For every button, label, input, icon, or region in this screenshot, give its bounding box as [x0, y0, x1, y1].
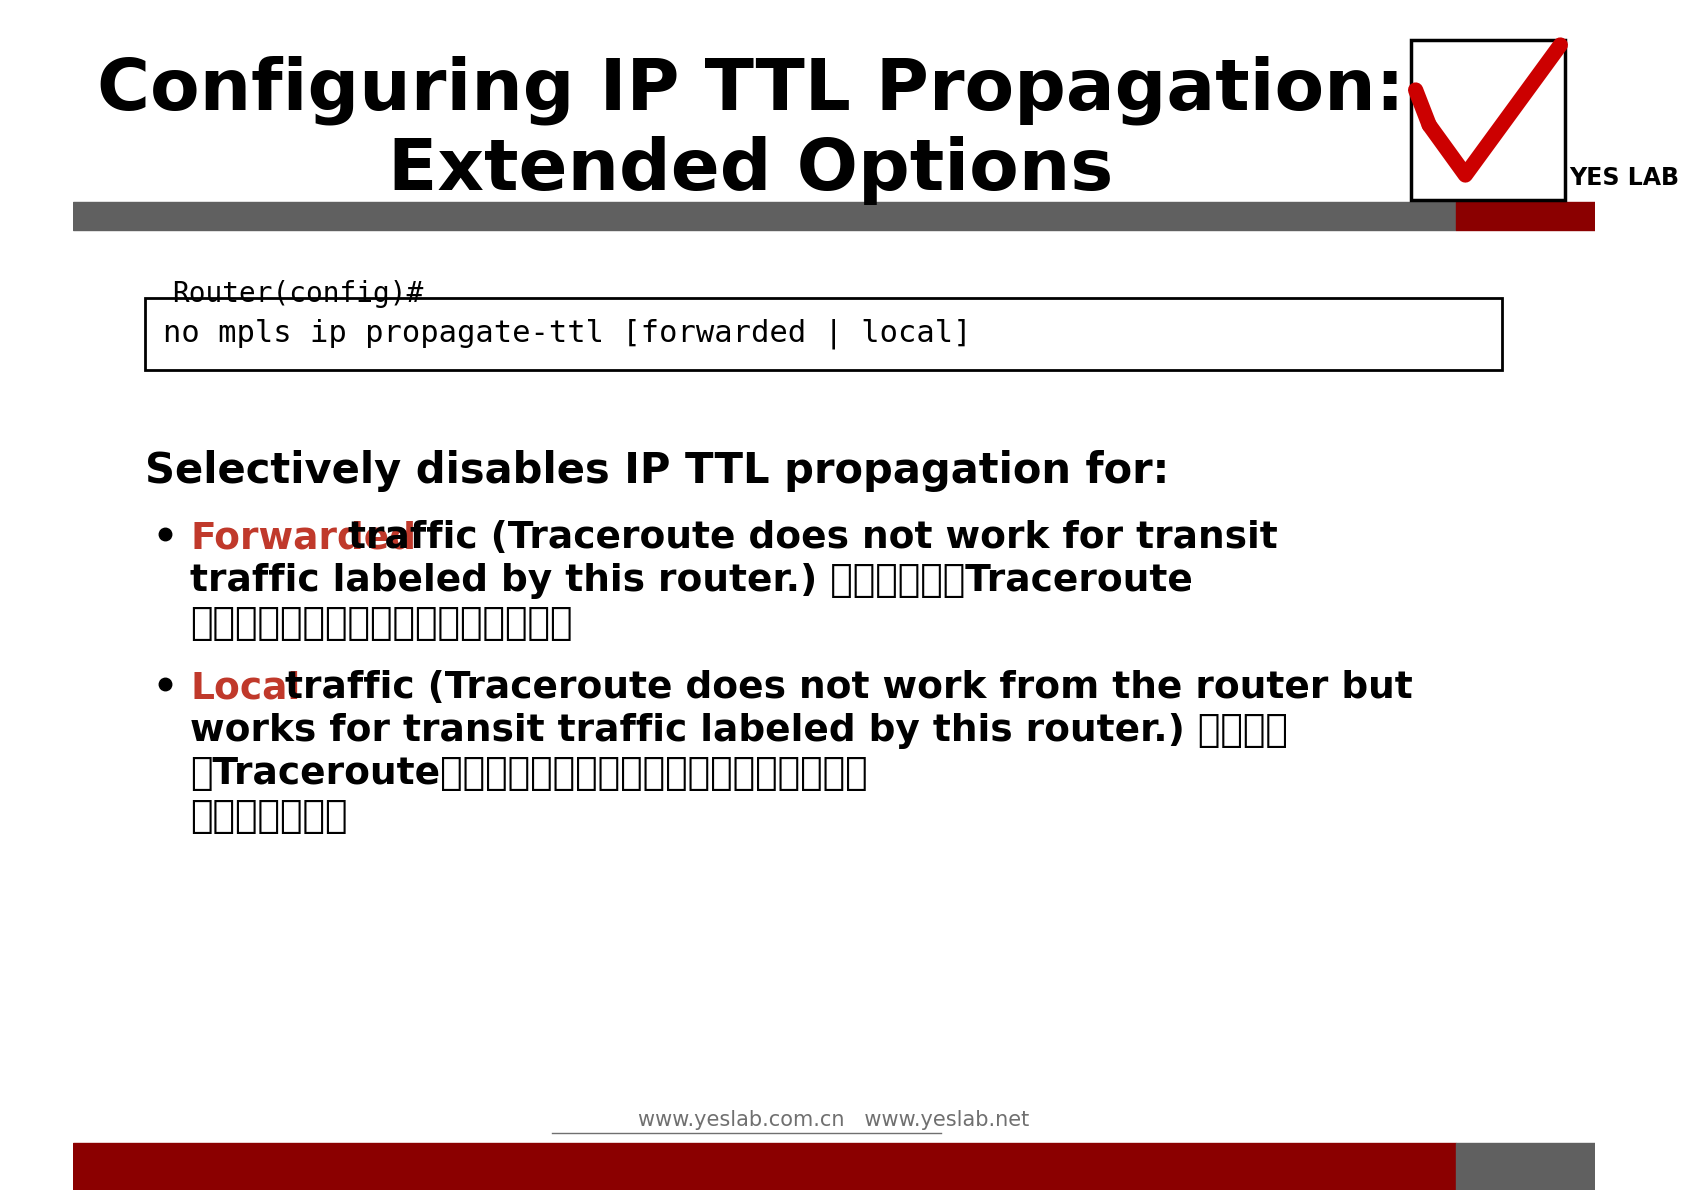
Bar [1455, 1144, 1595, 1190]
Text: traffic (Traceroute does not work from the router but: traffic (Traceroute does not work from t… [271, 670, 1411, 706]
Text: （Traceroute无法从路由器工作，但适用于此路由器标记: （Traceroute无法从路由器工作，但适用于此路由器标记 [190, 756, 868, 793]
Text: Local: Local [190, 670, 299, 706]
Text: Forwarded: Forwarded [190, 520, 415, 556]
Text: Configuring IP TTL Propagation:: Configuring IP TTL Propagation: [98, 55, 1404, 125]
Bar [72, 1144, 1455, 1190]
Text: works for transit traffic labeled by this router.) 本地流量: works for transit traffic labeled by thi… [190, 713, 1287, 749]
Text: traffic (Traceroute does not work for transit: traffic (Traceroute does not work for tr… [335, 520, 1277, 556]
Text: Selectively disables IP TTL propagation for:: Selectively disables IP TTL propagation … [145, 450, 1169, 491]
Text: traffic labeled by this router.) 转发的流量（Traceroute: traffic labeled by this router.) 转发的流量（T… [190, 563, 1193, 599]
Text: 的过境流量。）: 的过境流量。） [190, 798, 348, 835]
Bar [1455, 202, 1595, 230]
Text: 不适用于此路由器标记的过境流量。）: 不适用于此路由器标记的过境流量。） [190, 606, 572, 641]
Bar [72, 202, 1455, 230]
Text: www.yeslab.com.cn   www.yeslab.net: www.yeslab.com.cn www.yeslab.net [637, 1110, 1028, 1130]
Text: Router(config)#: Router(config)# [172, 280, 424, 308]
Text: YES LAB: YES LAB [1568, 165, 1679, 190]
Text: no mpls ip propagate-ttl [forwarded | local]: no mpls ip propagate-ttl [forwarded | lo… [163, 319, 971, 349]
Bar [145, 298, 1500, 370]
Bar [1410, 40, 1564, 200]
Text: Extended Options: Extended Options [389, 136, 1113, 205]
